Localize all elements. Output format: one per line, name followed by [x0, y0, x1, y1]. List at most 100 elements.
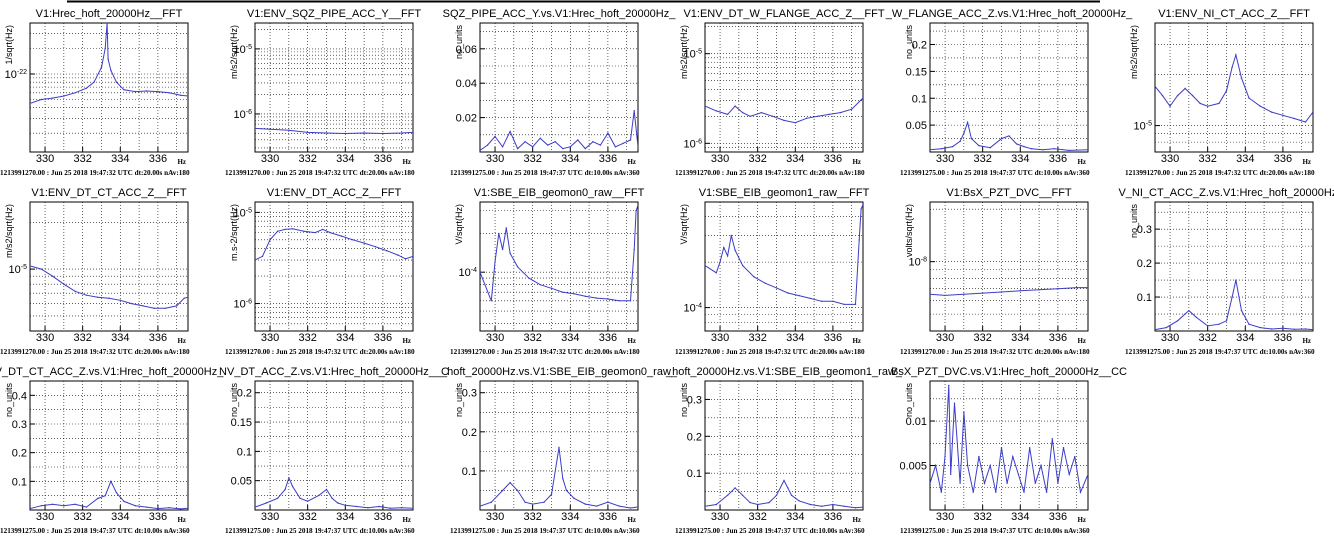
x-tick-label: 336	[374, 511, 392, 523]
x-tick-label: 334	[1236, 153, 1254, 165]
data-point	[1068, 149, 1070, 152]
data-point	[284, 488, 286, 491]
x-tick-label: 336	[149, 153, 167, 165]
data-point	[787, 487, 789, 489]
y-tick-label: 10-5	[234, 44, 253, 56]
x-tick-label: 330	[711, 153, 729, 165]
data-point	[1023, 145, 1025, 148]
plot-frame	[704, 201, 864, 332]
data-point	[730, 234, 732, 237]
data-point	[775, 287, 778, 289]
data-point	[930, 482, 931, 484]
data-point	[1051, 438, 1054, 440]
data-point	[595, 505, 598, 507]
x-tick-label: 330	[36, 511, 54, 523]
data-point	[494, 261, 496, 263]
y-tick-label: 10-6	[684, 138, 703, 150]
data-point	[948, 384, 950, 387]
chart-footer: 1213991275.00 : Jun 25 2018 19:47:37 UTC…	[0, 527, 190, 535]
data-point	[573, 293, 575, 295]
data-point	[1293, 328, 1295, 330]
data-point	[386, 250, 388, 252]
y-tick-label: 0.2	[912, 40, 927, 52]
data-point	[104, 495, 106, 497]
data-point	[966, 121, 969, 124]
data-point	[1057, 288, 1059, 290]
data-point	[1015, 143, 1018, 145]
data-point	[565, 489, 568, 492]
data-point	[809, 503, 811, 506]
chart-title: NV_DT_ACC_Z.vs.V1:Hrec_hoft_20000Hz__C	[219, 366, 449, 378]
y-tick-label: 0.1	[687, 468, 702, 480]
data-point	[490, 300, 492, 302]
y-tick-label: 10-5	[234, 207, 253, 219]
x-tick-label: 334	[786, 332, 804, 344]
data-point	[153, 307, 155, 309]
plot-frame	[929, 201, 1089, 332]
y-axis-label: m/s2/sqrt(Hz)	[229, 25, 239, 79]
data-point	[1225, 90, 1228, 92]
data-point	[397, 254, 399, 256]
x-tick-label: 336	[1049, 511, 1067, 523]
data-point	[325, 132, 328, 134]
data-point	[509, 481, 511, 484]
chart-panel: V1:ENV_DT_ACC_Z__FFT 330 332 334 336 10-5 10-6…	[225, 187, 415, 356]
data-point	[104, 47, 106, 50]
x-axis-unit: Hz	[852, 337, 861, 345]
data-point	[85, 87, 88, 89]
data-point	[1034, 482, 1037, 484]
chart-footer: 1213991270.00 : Jun 25 2018 19:47:32 UTC…	[0, 348, 190, 356]
chart-panel: _hoft_20000Hz.vs.V1:SBE_EIB_geomon0_raw_…	[440, 366, 678, 535]
data-point	[741, 494, 744, 496]
data-point	[749, 501, 751, 504]
plot-frame	[254, 380, 414, 511]
data-point	[299, 497, 301, 499]
data-point	[1000, 137, 1003, 140]
data-point	[123, 500, 125, 503]
x-axis-unit: Hz	[402, 516, 411, 524]
x-tick-label: 330	[261, 332, 279, 344]
data-point	[637, 506, 638, 508]
data-point	[1225, 320, 1228, 322]
data-point	[972, 491, 974, 493]
data-point	[1312, 111, 1313, 113]
x-axis-unit: Hz	[1077, 337, 1086, 345]
data-point	[486, 144, 489, 146]
data-point	[995, 491, 997, 493]
chart-footer: 1213991275.00 : Jun 25 2018 19:47:37 UTC…	[900, 527, 1090, 535]
data-point	[30, 507, 31, 510]
x-axis-unit: Hz	[177, 158, 186, 166]
x-tick-label: 332	[523, 153, 541, 165]
x-tick-label: 332	[1198, 153, 1216, 165]
x-tick-label: 334	[1011, 511, 1029, 523]
data-point	[592, 141, 594, 143]
y-axis-label: no_units	[679, 383, 689, 418]
chart-title: SQZ_PIPE_ACC_Y.vs.V1:Hrec_hoft_20000Hz_	[443, 8, 677, 20]
plot-frame	[479, 201, 639, 332]
data-point	[63, 95, 65, 97]
chart-title: V1:ENV_DT_CT_ACC_Z__FFT	[31, 187, 187, 199]
data-point	[501, 489, 504, 492]
plot-frame	[29, 380, 189, 511]
data-point	[637, 146, 638, 148]
x-tick-label: 334	[336, 511, 354, 523]
x-tick-label: 332	[523, 332, 541, 344]
data-point	[934, 464, 937, 467]
data-point	[963, 132, 965, 134]
x-tick-label: 330	[261, 511, 279, 523]
chart-title: V1:ENV_SQZ_PIPE_ACC_Y__FFT	[247, 8, 422, 20]
data-point	[291, 228, 294, 230]
data-point	[501, 146, 504, 148]
x-tick-label: 332	[973, 153, 991, 165]
data-point	[74, 92, 76, 94]
data-point	[97, 296, 99, 298]
data-point	[959, 482, 961, 484]
data-point	[832, 503, 834, 506]
chart-footer: 1213991275.00 : Jun 25 2018 19:47:37 UTC…	[675, 527, 865, 535]
data-point	[261, 255, 264, 257]
chart-panel: V1:ENV_NI_CT_ACC_Z__FFT 330 332 334 336 10-5 m…	[1125, 8, 1315, 177]
data-point	[1259, 105, 1262, 107]
data-point	[115, 81, 118, 83]
data-point	[130, 302, 133, 305]
x-tick-label: 334	[1011, 332, 1029, 344]
